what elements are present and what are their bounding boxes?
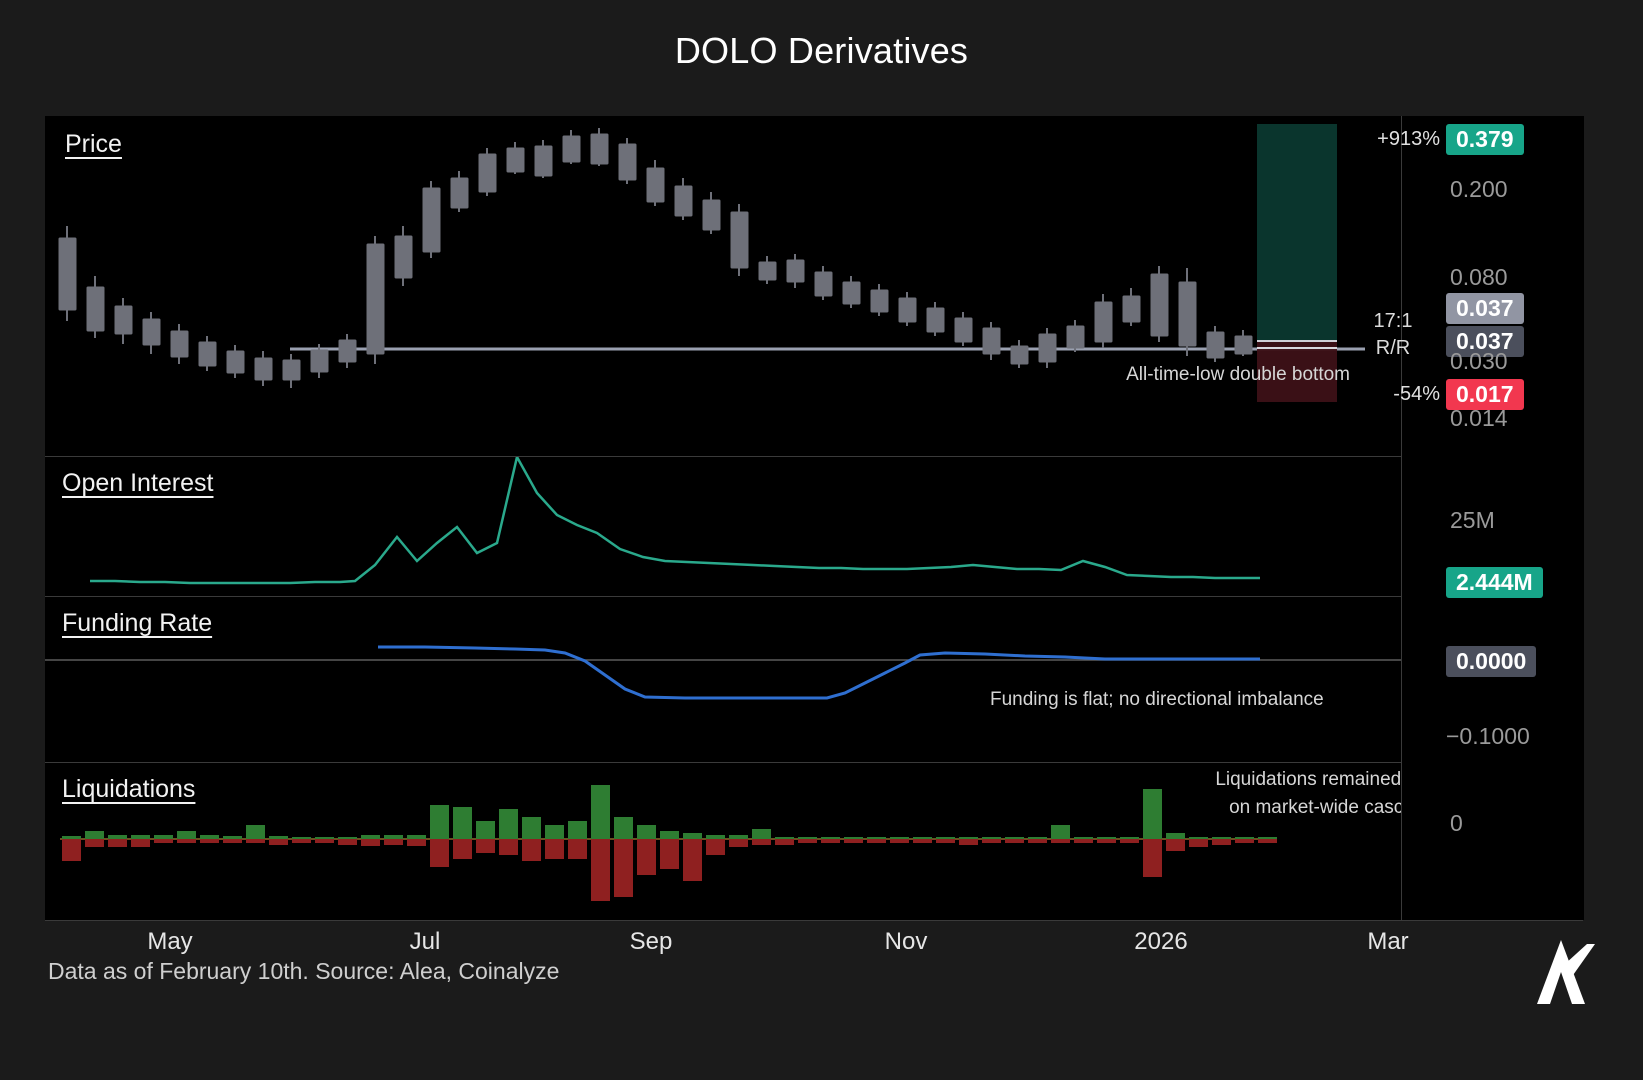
funding-rate-annotation: Funding is flat; no directional imbalanc…	[990, 689, 1324, 710]
x-tick-may: May	[147, 928, 193, 955]
funding-tick-low: −0.1000	[1446, 723, 1530, 749]
alea-logo	[1525, 938, 1599, 1006]
liquidations-annotation-line2: on market-wide cascade	[1229, 797, 1435, 818]
price-tick-200: 0.200	[1450, 176, 1508, 202]
funding-current-tag: 0.0000	[1446, 646, 1537, 678]
price-tick-080: 0.080	[1450, 264, 1508, 290]
price-entry-tag-dark: 0.037	[1446, 326, 1524, 358]
open-interest-panel: Open Interest	[45, 457, 1455, 596]
risk-reward-ratio: 17:1	[1373, 310, 1413, 332]
right-axis-column: 0.379 +913% 0.200 0.080 0.037 0.037 0.03…	[1374, 116, 1584, 920]
price-panel: Price All-time-low double bottom	[45, 116, 1455, 456]
oi-tick-25m: 25M	[1450, 507, 1495, 533]
price-stop-tag: 0.017	[1446, 379, 1524, 411]
price-candlestick-svg	[58, 124, 1365, 402]
panel-divider-3	[45, 762, 1583, 763]
stop-zone	[1257, 342, 1337, 402]
x-tick-nov: Nov	[884, 928, 928, 955]
source-text: Data as of February 10th. Source: Alea, …	[48, 958, 560, 984]
liq-tick-zero: 0	[1450, 810, 1463, 836]
panel-divider-1	[45, 456, 1583, 457]
liquidations-bar-svg	[60, 785, 1277, 901]
long-liquidation-bars	[62, 785, 1277, 839]
funding-rate-panel-label: Funding Rate	[62, 609, 213, 637]
liquidations-panel: Liquidations	[45, 763, 1455, 920]
chart-frame: Price All-time-low double bottom Open In…	[45, 116, 1584, 921]
price-tick-014: 0.014	[1450, 405, 1508, 431]
open-interest-line-svg	[90, 457, 1260, 585]
panel-divider-4	[45, 920, 1583, 921]
x-axis: May Jul Sep Nov 2026 Mar	[45, 920, 1583, 972]
price-annotation: All-time-low double bottom	[1126, 364, 1350, 385]
risk-reward-label: 17:1 R/R	[1338, 308, 1448, 362]
panel-divider-2	[45, 596, 1583, 597]
oi-current-tag: 2.444M	[1446, 567, 1543, 599]
x-tick-jul: Jul	[409, 928, 441, 955]
short-liquidation-bars	[62, 839, 1277, 901]
page-title: DOLO Derivatives	[674, 30, 969, 71]
liquidations-annotation-line1: Liquidations remained low	[1215, 769, 1435, 790]
price-tick-030: 0.030	[1450, 348, 1508, 374]
open-interest-panel-label: Open Interest	[62, 469, 214, 497]
price-stop-pct: -54%	[1393, 383, 1440, 405]
price-target-tag: 0.379	[1446, 124, 1524, 156]
price-target-pct: +913%	[1377, 128, 1440, 150]
x-tick-mar: Mar	[1367, 928, 1409, 955]
liquidations-panel-label: Liquidations	[62, 775, 196, 803]
target-zone	[1257, 124, 1337, 342]
funding-rate-line-svg	[45, 645, 1455, 700]
x-tick-2026: 2026	[1134, 928, 1188, 955]
price-panel-label: Price	[65, 130, 122, 158]
risk-reward-unit: R/R	[1375, 337, 1411, 359]
funding-rate-panel: Funding Rate	[45, 597, 1455, 762]
x-tick-sep: Sep	[629, 928, 673, 955]
price-entry-tag-light: 0.037	[1446, 293, 1524, 325]
